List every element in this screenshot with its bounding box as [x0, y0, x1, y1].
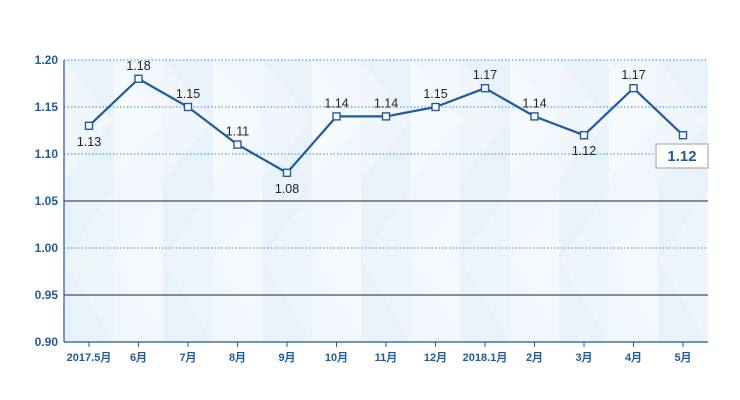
data-label: 1.11: [226, 125, 249, 139]
data-point-marker: [183, 102, 193, 112]
data-labels: 1.13 1.18 1.15 1.11 1.08 1.14 1.14 1.15 1.17 1.14…: [77, 59, 709, 196]
background-facet: [64, 190, 114, 342]
background-facet: [559, 190, 609, 342]
data-label: 1.15: [176, 87, 200, 101]
x-tick-label: 8月: [229, 351, 246, 364]
background-facet: [509, 190, 560, 342]
background-facet: [163, 60, 213, 180]
data-point-marker: [332, 112, 341, 121]
x-tick-label: 2018.1月: [463, 351, 508, 364]
y-tick-label: 1.10: [35, 147, 59, 161]
data-point-marker: [480, 83, 490, 93]
data-label: 1.17: [473, 68, 497, 82]
background-facet: [410, 60, 461, 180]
background-facet: [559, 60, 609, 180]
x-tick-label: 7月: [179, 351, 196, 364]
data-point-marker: [134, 74, 143, 84]
data-point-marker: [431, 102, 440, 112]
data-point-marker: [84, 121, 94, 131]
background-facet: [460, 190, 510, 342]
data-label: 1.08: [275, 182, 299, 196]
x-tick-label: 6月: [130, 351, 147, 364]
data-label: 1.14: [324, 96, 348, 110]
latest-value-label: 1.12: [667, 148, 696, 165]
y-tick-label: 0.90: [35, 335, 59, 349]
background-facet: [212, 60, 263, 180]
gridlines: [64, 59, 708, 296]
background-facet: [608, 190, 659, 342]
data-label: 1.18: [126, 59, 150, 73]
background-facet: [361, 190, 411, 342]
data-label: 1.17: [621, 68, 645, 82]
data-label: 1.15: [423, 87, 447, 101]
data-point-marker: [381, 112, 391, 121]
background-facet: [311, 190, 362, 342]
background-facet: [212, 190, 263, 342]
data-point-marker: [233, 140, 242, 149]
background-facet: [262, 190, 312, 342]
background-facet: [113, 190, 164, 342]
x-tick-label: 4月: [625, 351, 642, 364]
axes: 0.90 0.95 1.00 1.05 1.10 1.15 1.20 2017.5月 6月 7月 8…: [35, 53, 708, 364]
y-tick-label: 1.00: [35, 241, 59, 255]
background-facet: [410, 190, 461, 342]
x-tick-label: 3月: [575, 351, 592, 364]
y-tick-label: 1.05: [35, 194, 59, 208]
data-point-marker: [530, 112, 539, 121]
x-tick-label: 2017.5月: [67, 351, 112, 364]
background-facet: [163, 190, 213, 342]
x-tick-label: 9月: [278, 351, 295, 364]
markers: [84, 74, 688, 178]
x-tick-label: 10月: [325, 351, 348, 364]
background-facet: [608, 60, 659, 180]
background-facet: [658, 190, 708, 342]
data-point-marker: [629, 83, 638, 93]
background-facet: [460, 60, 510, 180]
background-facet: [262, 60, 312, 180]
background-facet: [64, 60, 114, 180]
data-point-marker: [282, 168, 292, 178]
x-tick-label: 11月: [375, 351, 398, 364]
data-point-marker: [579, 130, 589, 140]
data-point-marker: [678, 130, 688, 140]
x-tick-label: 2月: [526, 351, 543, 364]
latest-value-box: [655, 143, 709, 169]
data-label: 1.12: [572, 144, 596, 158]
data-label: 1.13: [77, 135, 101, 149]
data-label: 1.14: [374, 96, 398, 110]
y-tick-label: 0.95: [35, 288, 59, 302]
data-label: 1.14: [522, 96, 546, 110]
x-tick-label: 5月: [674, 351, 691, 364]
y-tick-label: 1.20: [35, 53, 59, 67]
x-tick-label: 12月: [424, 351, 447, 364]
y-tick-label: 1.15: [35, 100, 59, 114]
